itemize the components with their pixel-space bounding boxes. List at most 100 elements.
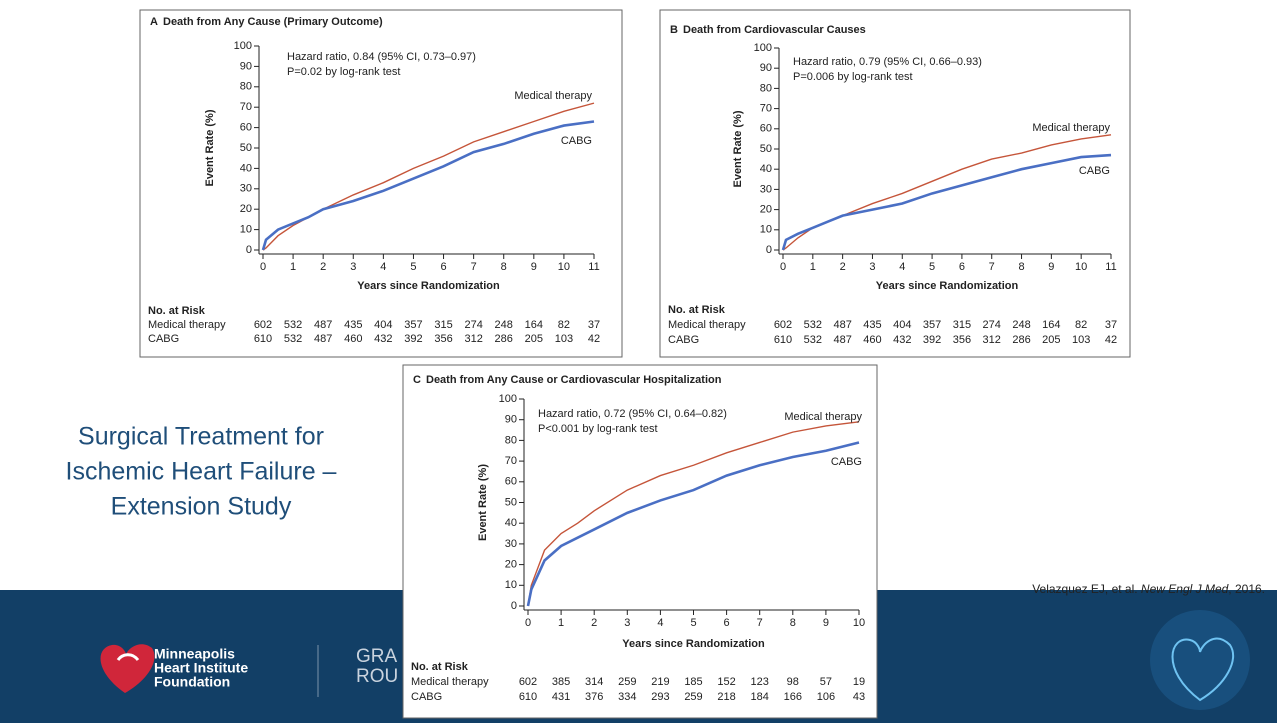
y-axis-label: Event Rate (%) xyxy=(477,464,489,541)
x-tick-label: 11 xyxy=(588,261,599,273)
risk-value: 42 xyxy=(1105,334,1117,346)
chart-panel: ADeath from Any Cause (Primary Outcome)H… xyxy=(140,10,622,357)
risk-value: 164 xyxy=(1042,319,1060,331)
risk-value: 487 xyxy=(314,319,332,331)
y-tick-label: 20 xyxy=(505,559,517,571)
x-tick-label: 3 xyxy=(350,261,356,273)
risk-value: 248 xyxy=(495,319,513,331)
y-tick-label: 30 xyxy=(760,183,772,195)
series-label: CABG xyxy=(1079,165,1110,177)
x-tick-label: 4 xyxy=(380,261,386,273)
risk-value: 248 xyxy=(1012,319,1030,331)
risk-value: 166 xyxy=(784,691,802,703)
risk-value: 274 xyxy=(464,319,482,331)
risk-value: 431 xyxy=(552,691,570,703)
x-tick-label: 4 xyxy=(657,617,663,629)
risk-value: 185 xyxy=(684,676,702,688)
y-tick-label: 80 xyxy=(240,81,252,93)
citation-year: , 2016. xyxy=(1228,582,1265,596)
panel-letter: B xyxy=(670,24,678,36)
banner-text: ROU xyxy=(356,666,398,687)
risk-value: 259 xyxy=(618,676,636,688)
risk-value: 286 xyxy=(1012,334,1030,346)
y-tick-label: 0 xyxy=(766,244,772,256)
risk-value: 98 xyxy=(787,676,799,688)
y-tick-label: 90 xyxy=(240,60,252,72)
y-tick-label: 30 xyxy=(505,538,517,550)
risk-value: 610 xyxy=(774,334,792,346)
series-label: Medical therapy xyxy=(514,90,592,102)
y-tick-label: 20 xyxy=(760,204,772,216)
risk-value: 315 xyxy=(434,319,452,331)
risk-value: 357 xyxy=(404,319,422,331)
risk-value: 532 xyxy=(284,319,302,331)
heart-glow xyxy=(1150,610,1250,710)
y-tick-label: 50 xyxy=(240,142,252,154)
risk-value: 487 xyxy=(314,333,332,345)
risk-value: 103 xyxy=(555,333,573,345)
risk-value: 312 xyxy=(464,333,482,345)
risk-value: 432 xyxy=(374,333,392,345)
risk-row-label: Medical therapy xyxy=(668,319,746,331)
series-label: CABG xyxy=(561,135,592,147)
x-tick-label: 0 xyxy=(260,261,266,273)
risk-value: 42 xyxy=(588,333,600,345)
x-tick-label: 11 xyxy=(1105,261,1116,273)
risk-value: 334 xyxy=(618,691,636,703)
annotation: P=0.02 by log-rank test xyxy=(287,66,400,78)
y-tick-label: 60 xyxy=(760,123,772,135)
x-tick-label: 5 xyxy=(690,617,696,629)
x-tick-label: 1 xyxy=(810,261,816,273)
risk-value: 315 xyxy=(953,319,971,331)
risk-value: 376 xyxy=(585,691,603,703)
citation-authors: Velazquez EJ, et al. xyxy=(1032,582,1141,596)
x-tick-label: 8 xyxy=(501,261,507,273)
y-tick-label: 40 xyxy=(240,162,252,174)
risk-value: 82 xyxy=(558,319,570,331)
risk-value: 487 xyxy=(833,334,851,346)
risk-table-title: No. at Risk xyxy=(411,661,469,673)
x-axis-label: Years since Randomization xyxy=(357,280,500,292)
y-axis-label: Event Rate (%) xyxy=(732,110,744,187)
x-tick-label: 7 xyxy=(757,617,763,629)
risk-value: 356 xyxy=(953,334,971,346)
x-tick-label: 2 xyxy=(840,261,846,273)
x-tick-label: 7 xyxy=(471,261,477,273)
y-tick-label: 40 xyxy=(505,517,517,529)
risk-row-label: Medical therapy xyxy=(148,319,226,331)
risk-value: 293 xyxy=(651,691,669,703)
risk-value: 610 xyxy=(519,691,537,703)
x-tick-label: 0 xyxy=(780,261,786,273)
risk-value: 219 xyxy=(651,676,669,688)
x-tick-label: 8 xyxy=(790,617,796,629)
x-tick-label: 10 xyxy=(1075,261,1087,273)
x-tick-label: 5 xyxy=(410,261,416,273)
x-tick-label: 9 xyxy=(531,261,537,273)
x-tick-label: 6 xyxy=(959,261,965,273)
risk-value: 37 xyxy=(1105,319,1117,331)
risk-value: 274 xyxy=(983,319,1001,331)
risk-value: 602 xyxy=(519,676,537,688)
y-tick-label: 70 xyxy=(240,101,252,113)
risk-table-title: No. at Risk xyxy=(668,304,726,316)
slide-title: Ischemic Heart Failure – xyxy=(66,458,337,486)
y-tick-label: 60 xyxy=(240,122,252,134)
x-tick-label: 5 xyxy=(929,261,935,273)
x-axis-label: Years since Randomization xyxy=(622,638,765,650)
risk-value: 532 xyxy=(284,333,302,345)
annotation: P=0.006 by log-rank test xyxy=(793,71,913,83)
y-tick-label: 50 xyxy=(760,143,772,155)
risk-row-label: Medical therapy xyxy=(411,676,489,688)
risk-value: 218 xyxy=(717,691,735,703)
risk-value: 392 xyxy=(404,333,422,345)
chart-title: Death from Cardiovascular Causes xyxy=(683,24,866,36)
risk-value: 392 xyxy=(923,334,941,346)
x-tick-label: 8 xyxy=(1018,261,1024,273)
risk-value: 106 xyxy=(817,691,835,703)
risk-value: 404 xyxy=(374,319,392,331)
risk-row-label: CABG xyxy=(148,333,179,345)
risk-value: 314 xyxy=(585,676,603,688)
risk-value: 205 xyxy=(525,333,543,345)
y-tick-label: 40 xyxy=(760,163,772,175)
